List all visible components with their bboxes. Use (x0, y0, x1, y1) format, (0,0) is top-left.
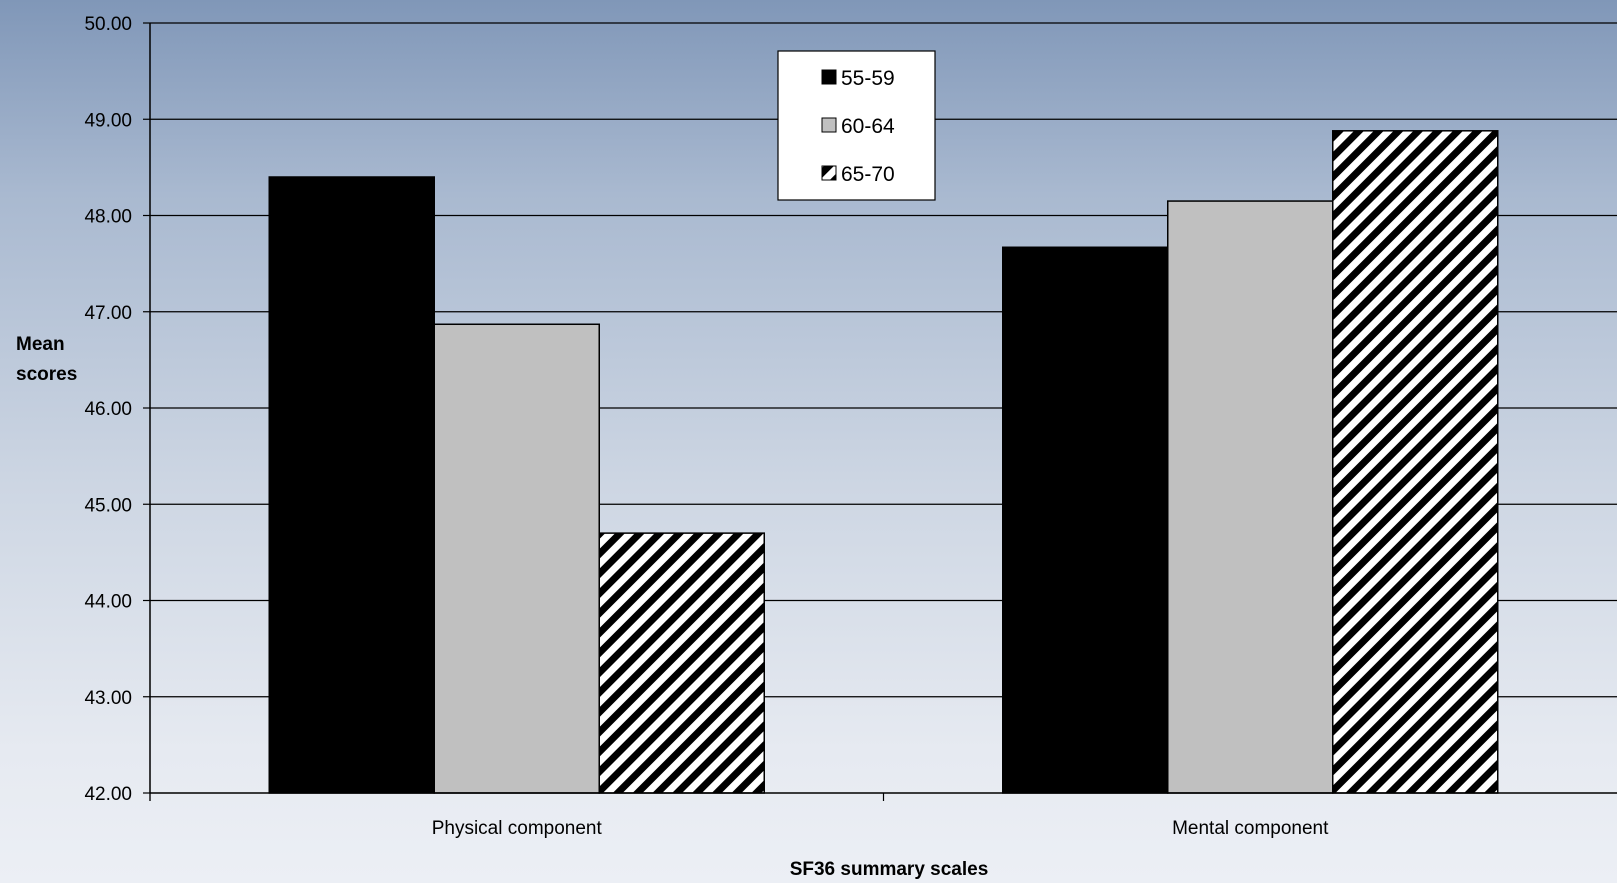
y-tick-label: 42.00 (84, 784, 132, 805)
legend-swatch-65-70 (821, 165, 837, 181)
bar-55-59-mental-component (1002, 246, 1169, 794)
y-tick-label: 44.00 (84, 592, 132, 613)
x-axis-title: SF36 summary scales (790, 859, 989, 880)
legend-box (777, 50, 936, 201)
axes (143, 22, 1617, 801)
legend: 55-59 60-64 65-70 (777, 50, 936, 201)
legend-label-65-70: 65-70 (841, 163, 895, 186)
y-tick-label: 43.00 (84, 688, 132, 709)
bar-65-70-physical-component (598, 532, 765, 794)
y-tick-label: 45.00 (84, 495, 132, 516)
y-axis-title-line-1: Mean (16, 334, 65, 355)
legend-swatch-55-59 (821, 69, 837, 85)
legend-label-55-59: 55-59 (841, 67, 895, 90)
y-tick-label: 49.00 (84, 110, 132, 131)
x-category-label: Mental component (1172, 818, 1329, 839)
y-tick-label: 47.00 (84, 303, 132, 324)
y-tick-label: 46.00 (84, 399, 132, 420)
bar-55-59-physical-component (268, 176, 435, 794)
bars (268, 130, 1499, 794)
y-tick-label: 48.00 (84, 207, 132, 228)
legend-label-60-64: 60-64 (841, 115, 895, 138)
bar-60-64-mental-component (1167, 200, 1334, 794)
legend-swatch-60-64 (821, 117, 837, 133)
bar-65-70-mental-component (1332, 130, 1499, 794)
y-tick-label: 50.00 (84, 14, 132, 35)
bar-60-64-physical-component (433, 323, 600, 794)
x-category-label: Physical component (432, 818, 603, 839)
tick-labels: 42.00 43.00 44.00 45.00 46.00 47.00 48.00 49.00… (84, 14, 1329, 839)
y-axis-title-line-2: scores (16, 364, 77, 385)
